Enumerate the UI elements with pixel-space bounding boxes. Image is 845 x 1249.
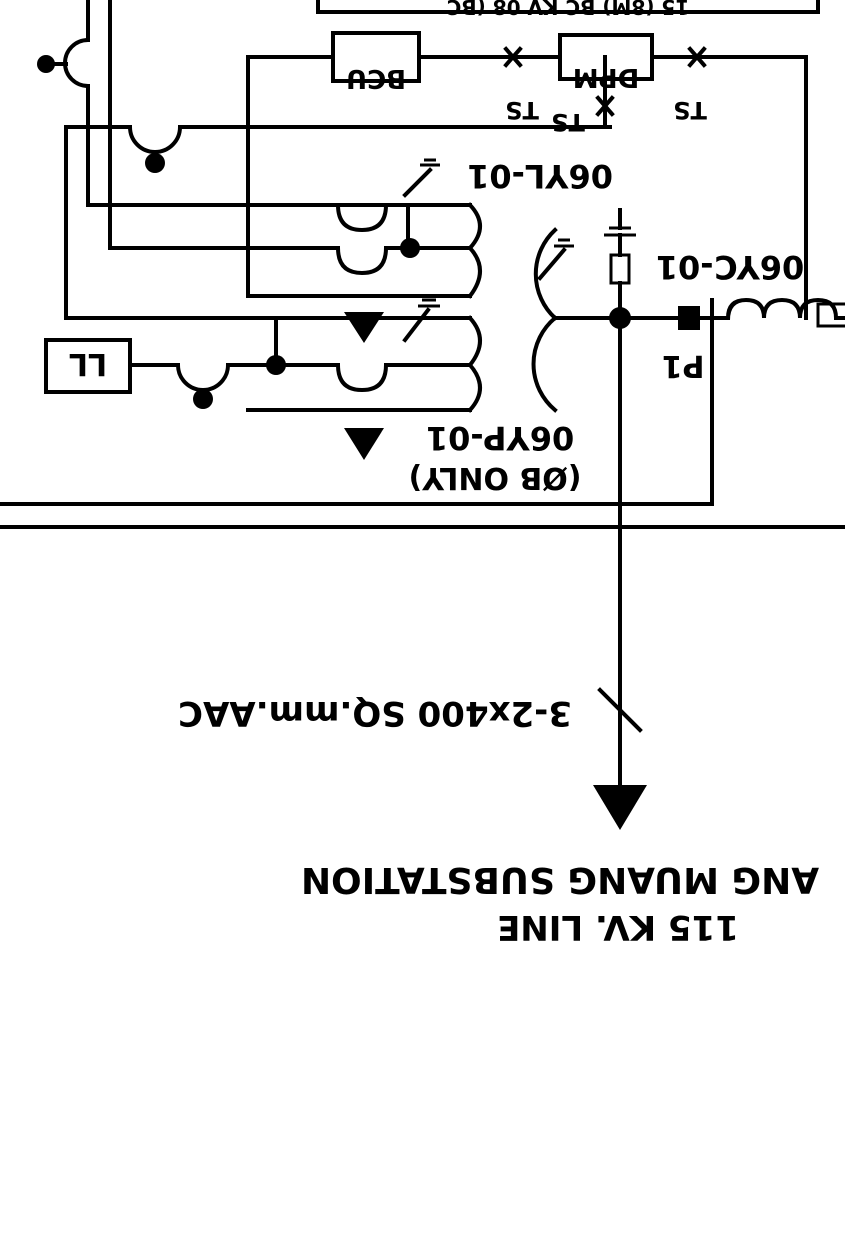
p1-label: P1 — [662, 348, 705, 383]
ct-windings — [246, 158, 636, 460]
feeder-arrow — [593, 785, 647, 830]
p1-marker — [678, 306, 700, 330]
top-box-label: 15 (8M) BC KV 08 (BC — [447, 0, 690, 19]
top-box: 15 (8M) BC KV 08 (BC — [316, 0, 820, 19]
junction-dot — [400, 238, 420, 258]
ts-left-label: TS — [505, 96, 539, 124]
ts-x-right — [687, 46, 707, 68]
ll-label: LL — [69, 346, 107, 381]
conductor-label: 3-2x400 SQ.mm.AAC — [178, 693, 572, 733]
terminal-dot — [37, 55, 55, 73]
ct-06yl-label: 06YL-01 — [467, 157, 613, 195]
ct-06yp-label: 06YP-01 — [426, 419, 574, 457]
ct-06yc-label: 06YC-01 — [656, 248, 805, 286]
ts-middle-label: TS — [551, 108, 585, 136]
ts-right-label: TS — [673, 96, 707, 124]
horizontal-bus — [0, 316, 845, 529]
line-voltage-label: 115 KV. LINE — [497, 907, 739, 947]
main-ct: P1 — [531, 227, 845, 413]
phase-b-only-label: (ØB ONLY) — [408, 460, 581, 495]
substation-label: ANG MUANG SUBSTATION — [301, 859, 819, 900]
tl-loop — [64, 124, 612, 367]
ll-block: LL — [44, 338, 278, 409]
left-feeder-lines — [37, 0, 410, 250]
metering-row: BCU DPM TS TS TS — [246, 31, 808, 320]
feeder-down — [593, 316, 647, 830]
ts-x-left — [503, 46, 523, 68]
bcu-label: BCU — [346, 63, 406, 93]
